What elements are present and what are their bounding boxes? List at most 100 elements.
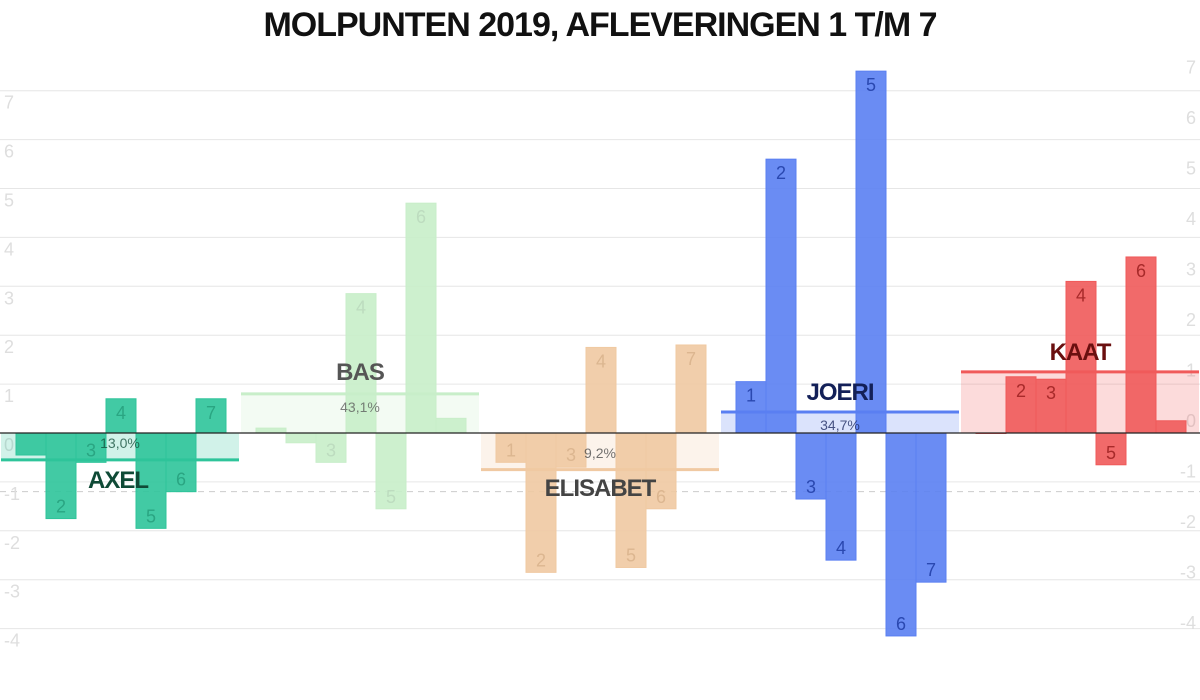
- y-tick-label-right: 3: [1186, 260, 1196, 280]
- y-tick-label-left: 3: [4, 288, 14, 308]
- bar: [15, 432, 47, 456]
- percentage-label: 13,0%: [100, 435, 140, 451]
- y-tick-label-right: 5: [1186, 159, 1196, 179]
- y-tick-label-left: 5: [4, 191, 14, 211]
- bar: [345, 293, 377, 434]
- contestant-name: BAS: [336, 359, 385, 386]
- bar: [195, 398, 227, 434]
- bar-value-label: 5: [1106, 443, 1116, 463]
- bar-value-label: 5: [866, 75, 876, 95]
- contestant-name: KAAT: [1050, 339, 1112, 366]
- contestant-name: JOERI: [806, 379, 873, 406]
- bar: [375, 432, 407, 510]
- bar: [1095, 432, 1127, 466]
- bar-value-label: 5: [626, 545, 636, 565]
- y-tick-label-left: 6: [4, 142, 14, 162]
- bar-value-label: 1: [506, 440, 516, 460]
- y-tick-label-left: -2: [4, 533, 20, 553]
- bar-value-label: 2: [776, 163, 786, 183]
- bar: [735, 381, 767, 434]
- bar: [615, 432, 647, 568]
- y-tick-label-right: 4: [1186, 209, 1196, 229]
- y-tick-label-right: 2: [1186, 310, 1196, 330]
- bar-value-label: 2: [536, 550, 546, 570]
- y-axis-ticks-left: -4 -3 -2 -1 0 1 2 3 4 5 6 7: [4, 93, 20, 651]
- bar: [165, 432, 197, 493]
- bar-value-label: 7: [926, 560, 936, 580]
- bar-value-label: 6: [1136, 261, 1146, 281]
- y-tick-label-left: 7: [4, 93, 14, 113]
- bar-value-label: 2: [56, 497, 66, 517]
- y-tick-label-left: -1: [4, 484, 20, 504]
- bar: [255, 427, 287, 434]
- bar-value-label: 3: [326, 440, 336, 460]
- bar-value-label: 3: [1046, 383, 1056, 403]
- bar: [525, 432, 557, 573]
- bar: [105, 398, 137, 434]
- y-tick-label-left: 2: [4, 337, 14, 357]
- y-tick-label-right: 0: [1186, 411, 1196, 431]
- bar-value-label: 5: [386, 487, 396, 507]
- percentage-label: 9,2%: [584, 445, 616, 461]
- bar-value-label: 2: [1016, 381, 1026, 401]
- bar-value-label: 6: [176, 470, 186, 490]
- bar: [825, 432, 857, 561]
- y-tick-label-left: 4: [4, 239, 14, 259]
- bar-value-label: 3: [86, 440, 96, 460]
- y-tick-label-right: -3: [1180, 563, 1196, 583]
- bar-value-label: 7: [206, 403, 216, 423]
- contestant-name: ELISABET: [545, 475, 657, 502]
- bar-value-label: 3: [806, 477, 816, 497]
- y-tick-label-right: 7: [1186, 58, 1196, 78]
- group-labels: AXEL 13,0% BAS 43,1% ELISABET 9,2% JOERI 34,7% K…: [1, 339, 1199, 502]
- percentage-label: 34,7%: [820, 417, 860, 433]
- group-elisabet: 1 2 3 4 5 6 7: [481, 344, 719, 573]
- bar: [315, 432, 347, 463]
- bar: [1065, 280, 1097, 434]
- y-tick-label-right: 6: [1186, 108, 1196, 128]
- bar: [555, 432, 587, 468]
- contestant-name: AXEL: [88, 467, 148, 494]
- bar: [915, 432, 947, 583]
- bar-value-label: 6: [416, 207, 426, 227]
- y-tick-label-left: -4: [4, 631, 20, 651]
- bar: [1125, 256, 1157, 434]
- y-tick-label-left: -3: [4, 582, 20, 602]
- group-joeri: 1 2 3 4 5 6 7: [721, 70, 959, 637]
- bar-value-label: 4: [116, 403, 126, 423]
- bar: [1155, 420, 1187, 434]
- y-tick-label-left: 1: [4, 386, 14, 406]
- bar: [435, 417, 467, 434]
- bar-value-label: 6: [896, 614, 906, 634]
- bar: [285, 432, 317, 444]
- bar: [45, 432, 77, 520]
- bar-value-label: 4: [1076, 285, 1086, 305]
- bar-value-label: 7: [686, 349, 696, 369]
- bar: [585, 346, 617, 434]
- percentage-label: 43,1%: [340, 399, 380, 415]
- bar: [1035, 378, 1067, 434]
- bar: [135, 432, 167, 529]
- bar-value-label: 4: [836, 538, 846, 558]
- y-tick-label-right: -2: [1180, 512, 1196, 532]
- bar-value-label: 5: [146, 506, 156, 526]
- bar: [1005, 376, 1037, 434]
- bar-value-label: 1: [746, 386, 756, 406]
- bar-value-label: 4: [356, 298, 366, 318]
- bar-value-label: 6: [656, 487, 666, 507]
- bar: [855, 70, 887, 434]
- bar-value-label: 3: [566, 445, 576, 465]
- bar: [405, 202, 437, 434]
- bar: [75, 432, 107, 463]
- group-axel: 2 34 56 7: [1, 398, 239, 529]
- y-tick-label-right: -1: [1180, 462, 1196, 482]
- chart-title: MOLPUNTEN 2019, AFLEVERINGEN 1 T/M 7: [263, 6, 936, 44]
- bar-value-label: 4: [596, 351, 606, 371]
- group-bas: 3 4 5 6: [241, 202, 479, 510]
- bar: [885, 432, 917, 637]
- bar: [765, 158, 797, 434]
- y-tick-label-right: -4: [1180, 613, 1196, 633]
